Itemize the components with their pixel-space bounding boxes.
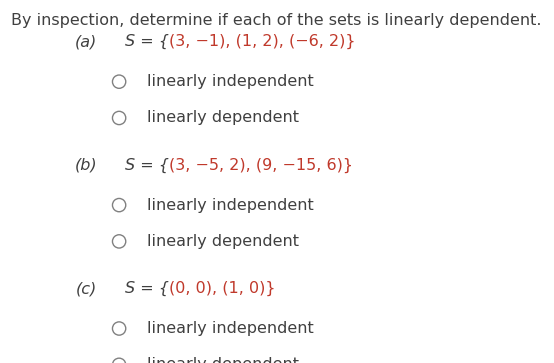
Text: (b): (b) (74, 158, 97, 173)
Text: linearly independent: linearly independent (147, 321, 314, 336)
Text: (0, 0), (1, 0)}: (0, 0), (1, 0)} (168, 281, 275, 296)
Text: By inspection, determine if each of the sets is linearly dependent.: By inspection, determine if each of the … (11, 13, 542, 28)
Text: (c): (c) (76, 281, 97, 296)
Text: (a): (a) (75, 34, 97, 49)
Text: (3, −5, 2), (9, −15, 6)}: (3, −5, 2), (9, −15, 6)} (168, 158, 352, 173)
Text: linearly independent: linearly independent (147, 197, 314, 213)
Text: linearly dependent: linearly dependent (147, 357, 299, 363)
Text: S = {: S = { (125, 281, 168, 296)
Text: S = {: S = { (125, 158, 168, 173)
Text: (3, −1), (1, 2), (−6, 2)}: (3, −1), (1, 2), (−6, 2)} (168, 34, 355, 49)
Text: linearly dependent: linearly dependent (147, 110, 299, 126)
Text: linearly dependent: linearly dependent (147, 234, 299, 249)
Text: linearly independent: linearly independent (147, 74, 314, 89)
Text: S = {: S = { (125, 34, 168, 49)
